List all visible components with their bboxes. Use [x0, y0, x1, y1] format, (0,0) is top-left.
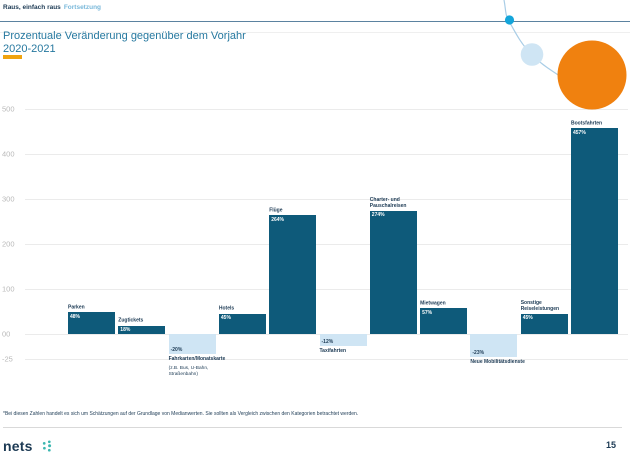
chart-bar: 264% [269, 215, 317, 334]
cyan-dot [504, 15, 515, 25]
page-title-line2: 2020-2021 [3, 42, 56, 55]
chart-bar: -23% [470, 334, 518, 357]
bar-value-label: 18% [120, 327, 131, 334]
chart-bar: 57% [420, 308, 468, 334]
chart-bar: 457% [571, 128, 618, 334]
page-title-line1: Prozentuale Veränderung gegenüber dem Vo… [3, 30, 246, 42]
title-accent-bar [3, 55, 22, 59]
gridline [25, 359, 628, 360]
y-axis-tick-label: 500 [2, 104, 15, 114]
bar-category-label: Flüge [269, 207, 283, 214]
footer-divider-line [3, 427, 622, 428]
bar-category-label: Fahrkarten/Monatskarte [168, 356, 226, 362]
decorative-circles-graphic [503, 0, 627, 110]
bar-sublabel: (z.B. Bus, U-Bahn, Straßenbahn) [168, 366, 209, 377]
bar-category-label: Bootsfahrten [571, 120, 603, 127]
bar-value-label: 45% [220, 315, 231, 322]
gridline [25, 244, 628, 245]
chart-bar: 45% [520, 313, 568, 334]
bar-category-label: Hotels [218, 305, 235, 312]
y-axis-tick-label: 00 [2, 329, 11, 339]
gridline [25, 154, 628, 155]
breadcrumb-main: Raus, einfach raus [3, 4, 61, 11]
decorative-curve-line [503, 0, 562, 78]
breadcrumb: Raus, einfach raus Fortsetzung [3, 4, 101, 11]
gridline [25, 289, 628, 290]
bar-category-label: Charter- und Pauschalreisen [369, 197, 407, 209]
breadcrumb-continuation: Fortsetzung [63, 4, 102, 11]
header-subdivider-line [0, 32, 630, 33]
bar-value-label: -20% [170, 346, 183, 353]
bar-category-label: Parken [68, 304, 85, 311]
bar-value-label: -12% [321, 338, 334, 345]
bar-value-label: -23% [472, 349, 485, 356]
nets-logo-dots-icon [42, 440, 52, 452]
y-axis-tick-label: 100 [2, 284, 15, 294]
gridline [25, 199, 628, 200]
chart-bar: -12% [319, 334, 367, 346]
chart-bar: 48% [68, 312, 115, 334]
y-axis-tick-label: 300 [2, 194, 15, 204]
gridline [25, 109, 628, 110]
orange-circle [557, 40, 627, 110]
bar-value-label: 457% [573, 129, 586, 136]
bar-value-label: 48% [70, 313, 81, 320]
chart-bar: 274% [369, 210, 417, 334]
chart-bar: 45% [218, 313, 266, 334]
bar-category-label: Neue Mobilitätsdienste [470, 359, 525, 365]
bar-category-label: Zugtickets [118, 317, 144, 324]
y-axis-tick-label: 200 [2, 239, 15, 249]
footnote: *Bei diesen Zahlen handelt es sich um Sc… [3, 411, 359, 417]
page-number: 15 [605, 440, 616, 450]
bar-category-label: Sonstige Reiseleistungen [520, 300, 560, 312]
bar-category-label: Mietwagen [420, 300, 446, 307]
light-blue-circle [520, 43, 544, 66]
header-divider-line [0, 21, 630, 22]
nets-logo-text: nets [3, 438, 33, 454]
bar-value-label: 264% [271, 216, 284, 223]
bar-value-label: 274% [371, 212, 385, 219]
y-axis-tick-label: -25 [2, 354, 13, 364]
y-axis-tick-label: 400 [2, 149, 15, 159]
chart-bar: -20% [168, 334, 216, 354]
chart-bar: 18% [118, 325, 166, 334]
page-title: Prozentuale Veränderung gegenüber dem Vo… [3, 30, 246, 55]
bar-value-label: 57% [422, 309, 433, 316]
bar-category-label: Taxifahrten [319, 348, 347, 354]
bar-value-label: 45% [522, 315, 533, 322]
